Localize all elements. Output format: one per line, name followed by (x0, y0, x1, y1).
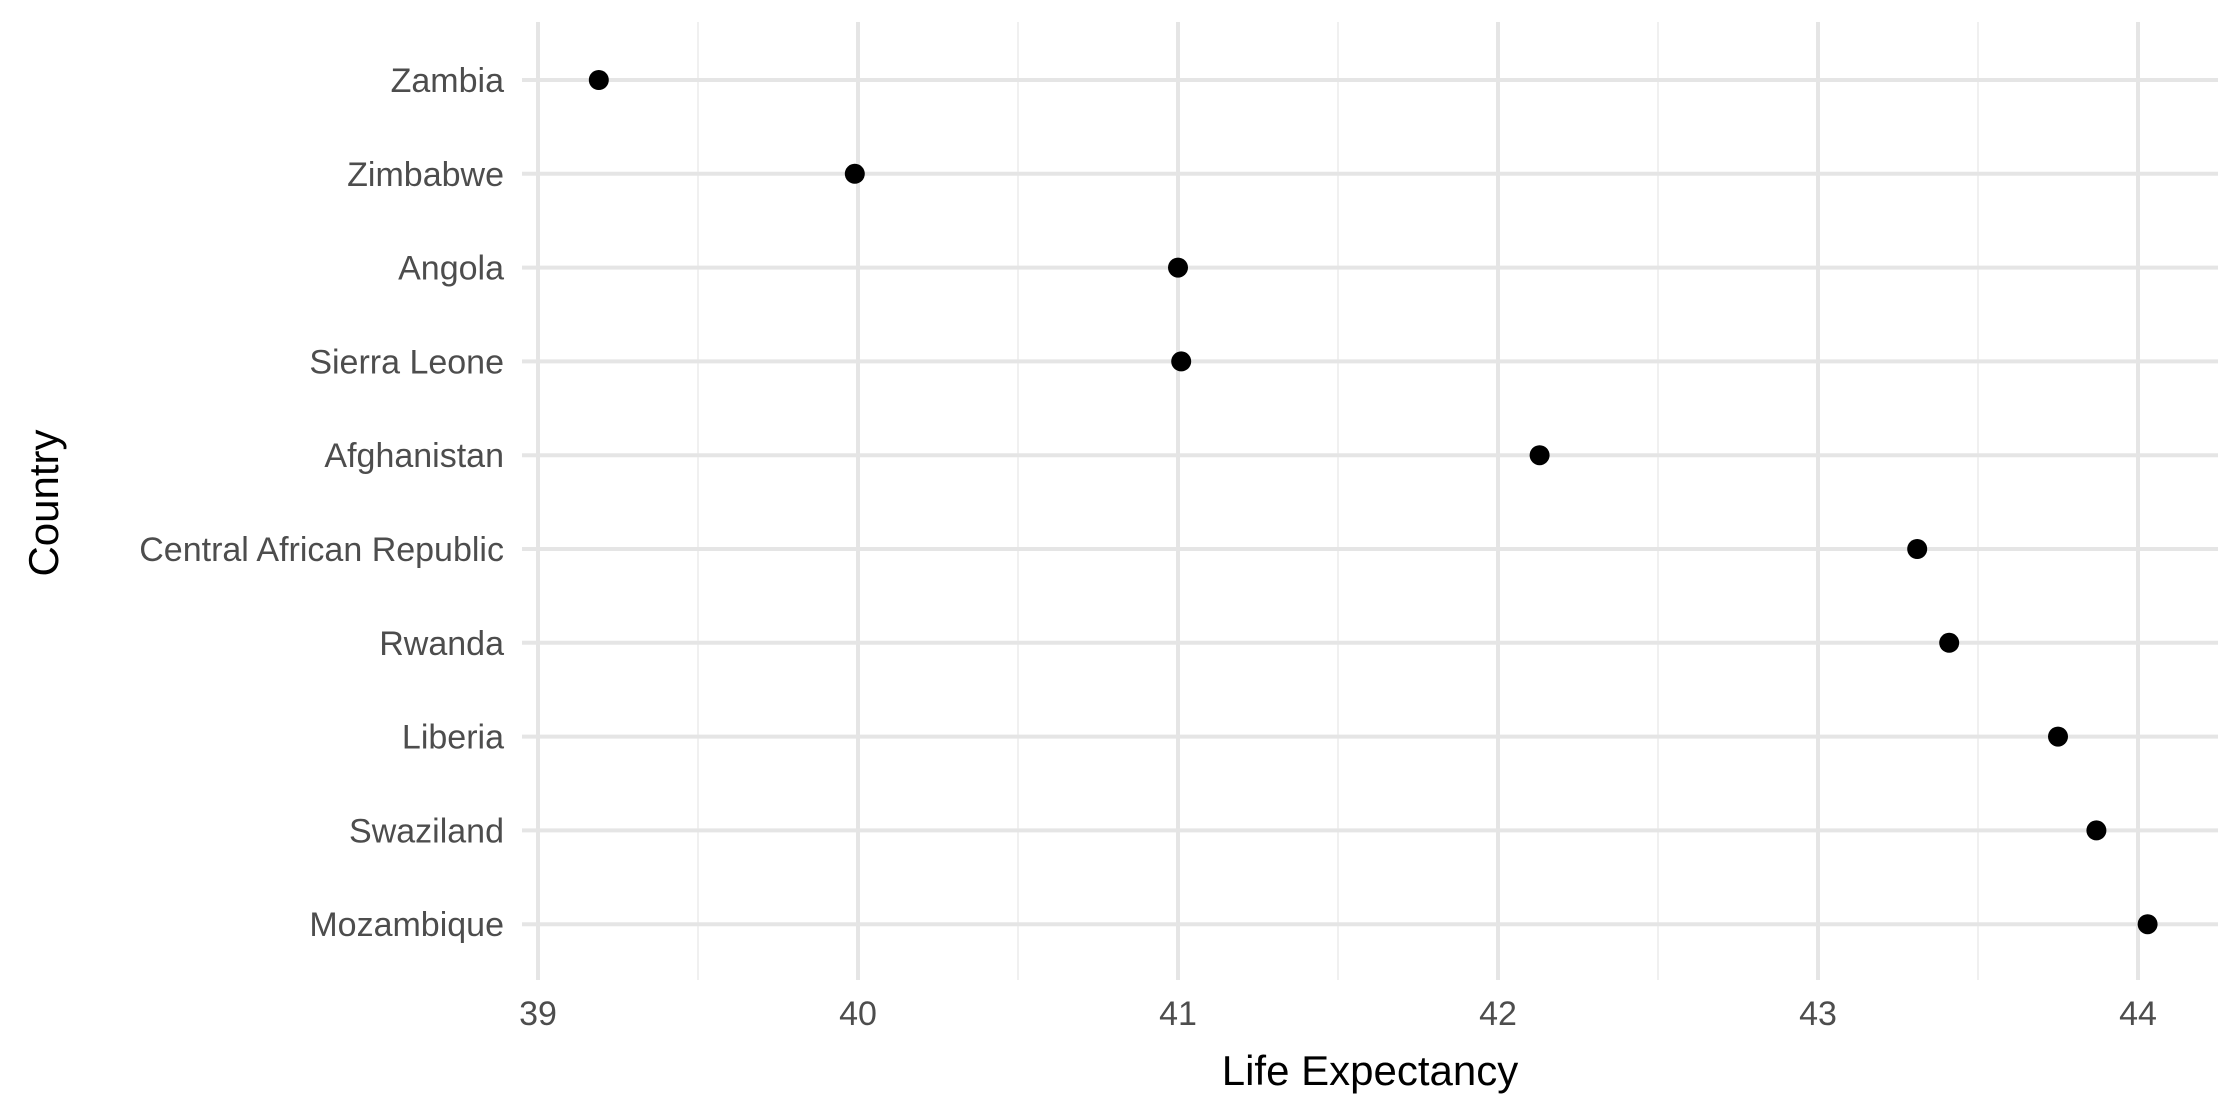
y-tick-label: Swaziland (349, 812, 504, 850)
x-tick-label: 44 (2119, 995, 2157, 1033)
grid (522, 22, 2218, 980)
data-point (2137, 914, 2158, 935)
y-tick-label: Sierra Leone (309, 343, 504, 381)
data-points (588, 70, 2158, 935)
y-tick-label: Zimbabwe (347, 156, 504, 194)
x-tick-label: 41 (1159, 995, 1197, 1033)
y-axis-title: Country (20, 429, 67, 576)
data-point (2086, 820, 2107, 841)
y-tick-label: Liberia (402, 719, 504, 757)
data-point (2048, 726, 2068, 747)
data-point (844, 163, 865, 184)
y-axis-ticks: Zambia Zimbabwe Angola Sierra Leone Afghanis… (139, 62, 504, 944)
data-point (1939, 632, 1960, 653)
x-tick-label: 42 (1479, 995, 1517, 1033)
x-axis-title: Life Expectancy (1222, 1047, 1519, 1094)
y-tick-label: Zambia (391, 62, 504, 100)
y-tick-label: Angola (398, 250, 504, 288)
y-tick-label: Mozambique (309, 906, 504, 944)
x-tick-label: 40 (839, 995, 877, 1033)
data-point (1529, 445, 1550, 466)
data-point (1171, 351, 1192, 372)
y-tick-label: Rwanda (379, 625, 504, 663)
y-tick-label: Central African Republic (139, 531, 504, 569)
data-point (588, 70, 609, 90)
y-tick-label: Afghanistan (324, 437, 504, 475)
data-point (1168, 257, 1188, 278)
data-point (1907, 539, 1928, 559)
x-tick-label: 43 (1799, 995, 1837, 1033)
x-axis-ticks: 39 40 41 42 43 44 (519, 995, 2157, 1033)
x-tick-label: 39 (519, 995, 557, 1033)
